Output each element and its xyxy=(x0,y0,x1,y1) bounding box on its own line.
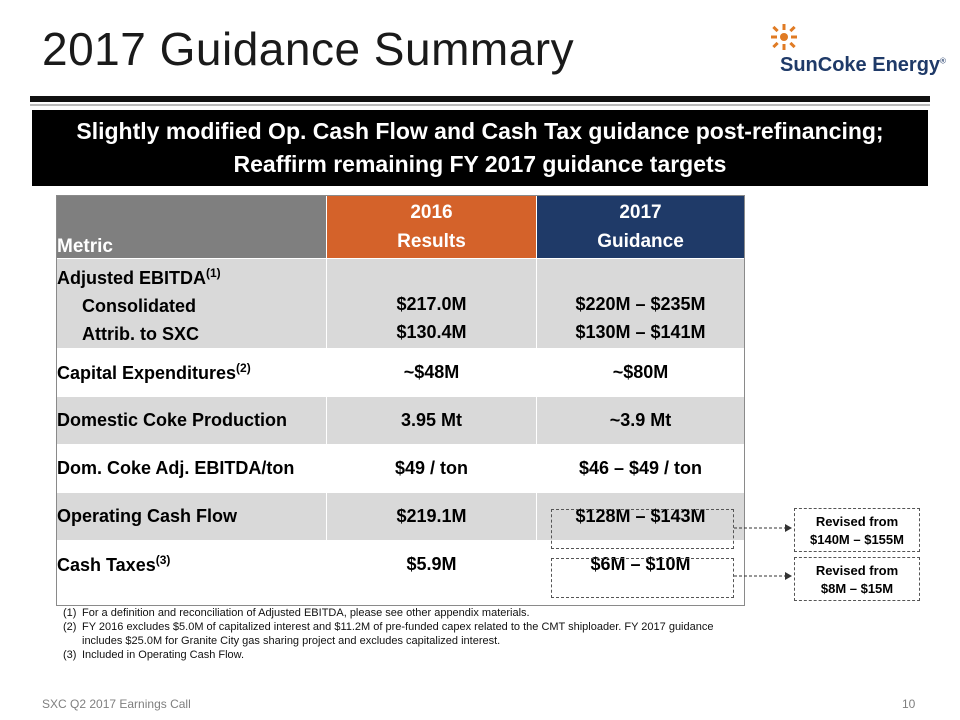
table-row-adjusted-ebitda: Adjusted EBITDA(1) Consolidated Attrib. … xyxy=(56,258,745,349)
production-label: Domestic Coke Production xyxy=(56,396,327,445)
taxes-arrow-icon xyxy=(734,572,792,580)
ebitda-consolidated-label: Consolidated xyxy=(82,296,197,316)
ebitda-2017-cell: $220M – $235M $130M – $141M xyxy=(536,258,745,349)
footnote-text: FY 2016 excludes $5.0M of capitalized in… xyxy=(82,621,714,647)
ebitda-consolidated-2016: $217.0M xyxy=(396,293,467,314)
capex-label: Capital Expenditures(2) xyxy=(56,348,327,397)
headline-banner: Slightly modified Op. Cash Flow and Cash… xyxy=(32,110,928,186)
ocf-label: Operating Cash Flow xyxy=(56,492,327,541)
footnote-1: (1) For a definition and reconciliation … xyxy=(63,606,723,620)
ebitda-label: Adjusted EBITDA(1) xyxy=(57,259,326,292)
ebitda-label-text: Adjusted EBITDA xyxy=(57,268,207,288)
capex-label-text: Capital Expenditures xyxy=(57,363,237,383)
logo-wordmark: SunCoke Energy® xyxy=(780,54,946,77)
footnote-ref-2: (2) xyxy=(236,361,251,375)
tax-revised-callout: Revised from $8M – $15M xyxy=(794,557,920,601)
banner-line-2: Reaffirm remaining FY 2017 guidance targ… xyxy=(233,151,727,177)
ocf-2017: $128M – $143M xyxy=(536,492,745,541)
title-rule xyxy=(30,96,930,102)
footnote-3: (3) Included in Operating Cash Flow. xyxy=(63,648,723,662)
ebitda-attrib-label: Attrib. to SXC xyxy=(82,324,199,344)
header-2016-label: Results xyxy=(397,231,466,252)
registered-mark: ® xyxy=(940,56,946,66)
ebitda-attrib-2017: $130M – $141M xyxy=(575,321,706,342)
taxes-label: Cash Taxes(3) xyxy=(56,540,327,589)
table-row-operating-cash-flow: Operating Cash Flow $219.1M $128M – $143… xyxy=(56,492,745,541)
table-row-ebitda-per-ton: Dom. Coke Adj. EBITDA/ton $49 / ton $46 … xyxy=(56,444,745,493)
header-2016-year: 2016 xyxy=(410,202,453,223)
footnote-ref-3: (3) xyxy=(155,553,171,567)
tax-revised-line2: $8M – $15M xyxy=(820,581,894,596)
taxes-2016: $5.9M xyxy=(326,540,537,589)
page-number: 10 xyxy=(902,697,916,711)
ebitda-label-cell: Adjusted EBITDA(1) Consolidated Attrib. … xyxy=(56,258,327,349)
suncoke-sun-icon xyxy=(771,24,797,50)
suncoke-logo: SunCoke Energy® xyxy=(770,24,946,79)
footnote-number: (2) xyxy=(63,621,77,633)
header-2017-year: 2017 xyxy=(619,202,662,223)
footnote-2: (2) FY 2016 excludes $5.0M of capitalize… xyxy=(63,620,723,648)
capex-2016: ~$48M xyxy=(326,348,537,397)
ocf-revised-line1: Revised from xyxy=(815,514,899,529)
title-rule-shadow xyxy=(30,104,930,106)
table-header-row: Metric 2016 Results 2017 Guidance xyxy=(56,195,745,259)
ocf-2016: $219.1M xyxy=(326,492,537,541)
ocf-arrow-icon xyxy=(734,524,792,532)
taxes-label-text: Cash Taxes xyxy=(57,555,156,575)
ebitda-2016-cell: $217.0M $130.4M xyxy=(326,258,537,349)
footnotes: (1) For a definition and reconciliation … xyxy=(63,606,723,662)
ebitda-ton-2017: $46 – $49 / ton xyxy=(536,444,745,493)
footnote-number: (3) xyxy=(63,649,77,661)
header-2017-label: Guidance xyxy=(597,231,684,252)
production-2017: ~3.9 Mt xyxy=(536,396,745,445)
ocf-revised-callout: Revised from $140M – $155M xyxy=(794,508,920,552)
ebitda-ton-label: Dom. Coke Adj. EBITDA/ton xyxy=(56,444,327,493)
slide-title: 2017 Guidance Summary xyxy=(42,23,575,75)
footnote-text: For a definition and reconciliation of A… xyxy=(82,607,530,619)
taxes-2017: $6M – $10M xyxy=(536,540,745,589)
table-row-cash-taxes: Cash Taxes(3) $5.9M $6M – $10M xyxy=(56,540,745,589)
footnote-ref-1: (1) xyxy=(206,266,221,280)
footnote-text: Included in Operating Cash Flow. xyxy=(82,649,245,661)
banner-line-1: Slightly modified Op. Cash Flow and Cash… xyxy=(76,118,884,144)
footnote-number: (1) xyxy=(63,607,77,619)
header-2017-guidance: 2017 Guidance xyxy=(536,195,745,259)
guidance-table: Metric 2016 Results 2017 Guidance Adjust… xyxy=(56,195,745,589)
tax-revised-line1: Revised from xyxy=(815,563,899,578)
ebitda-attrib-2016: $130.4M xyxy=(396,321,467,342)
logo-wordmark-text: SunCoke Energy xyxy=(780,54,941,76)
ocf-revised-line2: $140M – $155M xyxy=(810,532,904,547)
table-row-production: Domestic Coke Production 3.95 Mt ~3.9 Mt xyxy=(56,396,745,445)
ebitda-ton-2016: $49 / ton xyxy=(326,444,537,493)
production-2016: 3.95 Mt xyxy=(326,396,537,445)
footer-text: SXC Q2 2017 Earnings Call xyxy=(42,697,191,711)
header-metric: Metric xyxy=(56,195,327,259)
header-2016-results: 2016 Results xyxy=(326,195,537,259)
table-row-capex: Capital Expenditures(2) ~$48M ~$80M xyxy=(56,348,745,397)
capex-2017: ~$80M xyxy=(536,348,745,397)
ebitda-consolidated-2017: $220M – $235M xyxy=(575,293,706,314)
